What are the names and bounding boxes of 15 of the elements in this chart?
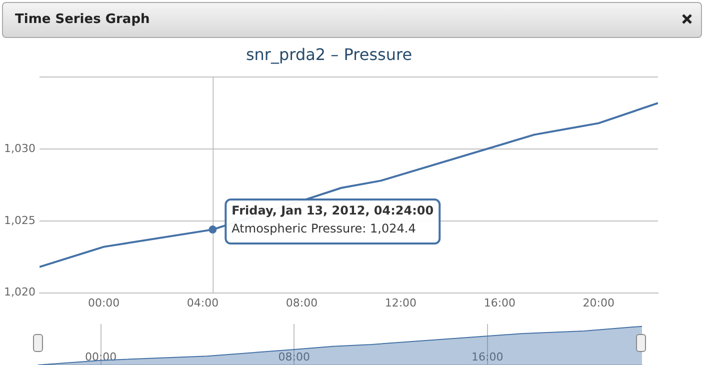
y-tick-label: 1,025 [4, 214, 36, 227]
x-tick-label: 08:00 [278, 350, 310, 364]
x-tick-label: 16:00 [472, 350, 504, 364]
x-tick-label: 20:00 [582, 296, 614, 310]
x-tick-label: 00:00 [84, 350, 117, 364]
x-tick-label: 12:00 [384, 296, 417, 310]
x-tick-label: 00:00 [88, 296, 120, 310]
annotation: Friday, Jan 13, 2012, 04:24:00 Atmospheric Pressure: 1,024.4 [232, 204, 434, 236]
text: Time Series Graph [15, 12, 150, 27]
x-tick-label: 16:00 [484, 296, 516, 310]
chart-title: snr_prda2 – Pressure [246, 44, 412, 64]
y-tick-label: 1,020 [4, 286, 36, 299]
y-tick-label: 1,030 [4, 142, 36, 155]
x-tick-label: 08:00 [286, 296, 318, 310]
x-tick-label: 04:00 [186, 296, 219, 310]
